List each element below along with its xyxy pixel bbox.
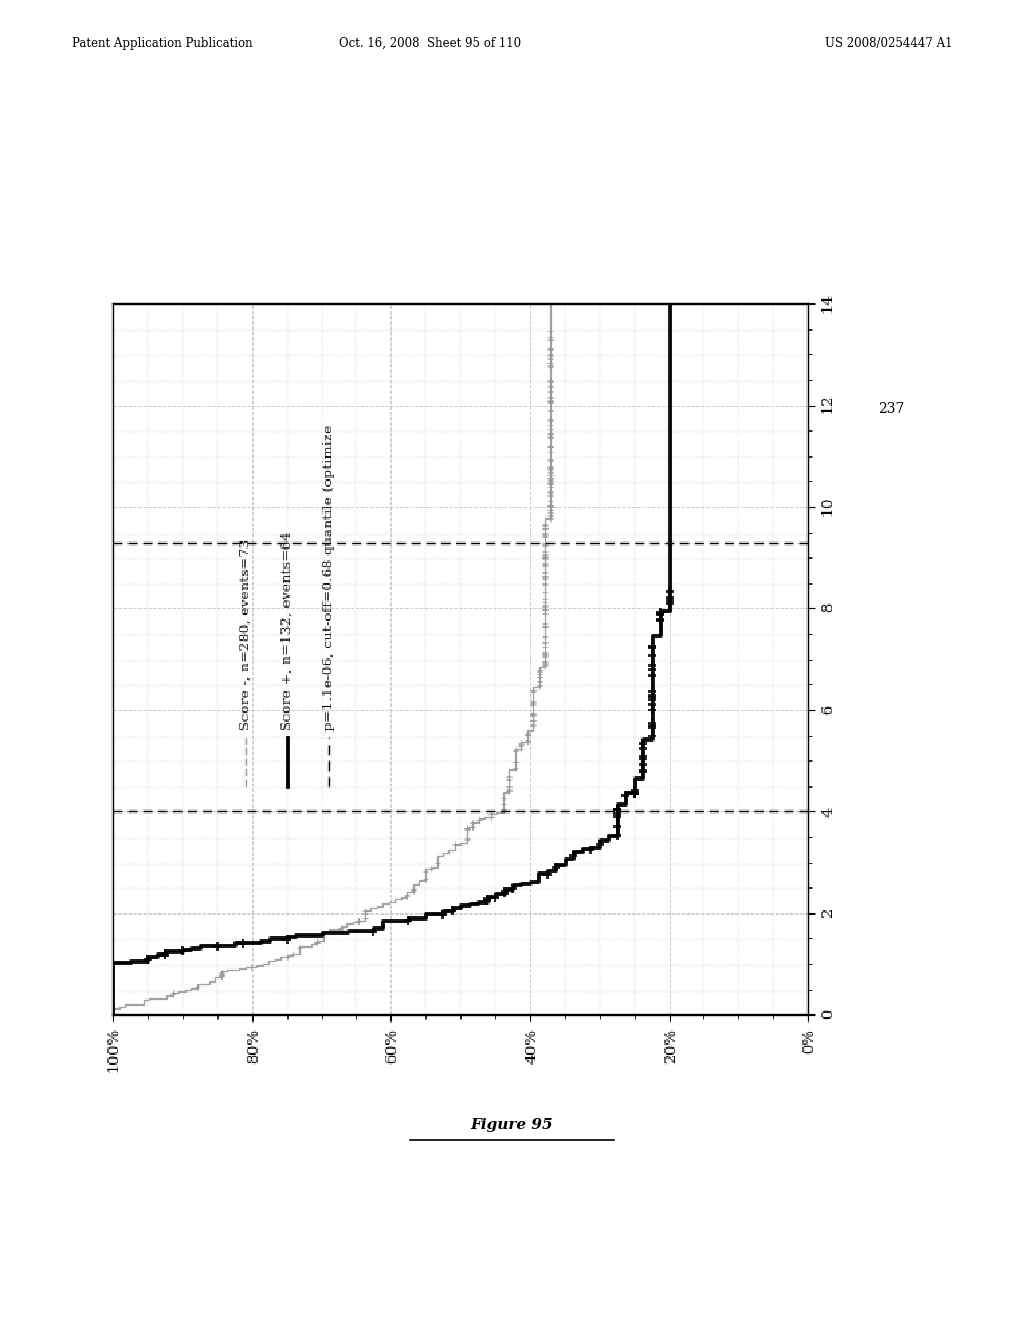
Text: 237: 237 [878, 403, 904, 416]
Text: Figure 95: Figure 95 [471, 1118, 553, 1131]
Text: US 2008/0254447 A1: US 2008/0254447 A1 [824, 37, 952, 50]
Text: Oct. 16, 2008  Sheet 95 of 110: Oct. 16, 2008 Sheet 95 of 110 [339, 37, 521, 50]
Text: Patent Application Publication: Patent Application Publication [72, 37, 252, 50]
